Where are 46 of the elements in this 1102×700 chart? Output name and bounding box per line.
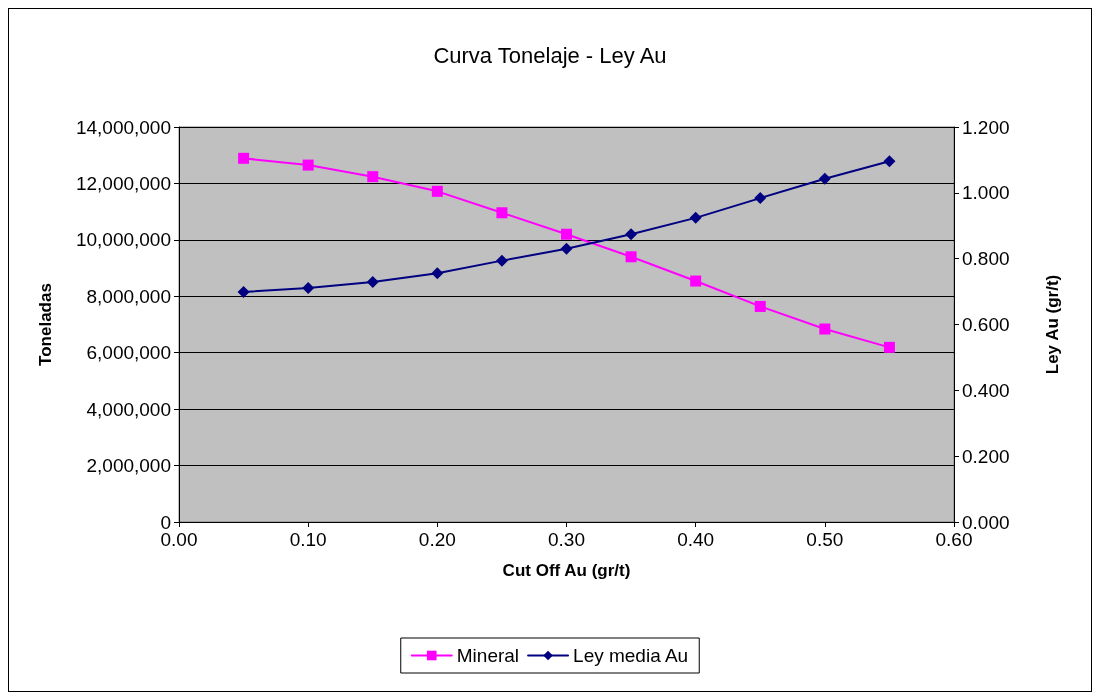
- point: [819, 323, 831, 335]
- point: [431, 267, 444, 280]
- y2-tick-label: 1.200: [962, 116, 1010, 138]
- y-tick-label: 6,000,000: [86, 342, 171, 364]
- point: [366, 276, 379, 289]
- legend-label: Ley media Au: [573, 645, 689, 666]
- point: [883, 341, 895, 353]
- y-tick-label: 12,000,000: [75, 172, 171, 194]
- x-tick-label: 0.10: [289, 529, 327, 550]
- point: [690, 275, 702, 287]
- y2-tick-label: 0.400: [962, 379, 1010, 401]
- y2-tick-label: 0.600: [962, 314, 1010, 335]
- x-tick-label: 0.20: [418, 529, 456, 550]
- point: [754, 300, 766, 312]
- x-tick-label: 0.40: [677, 529, 715, 550]
- point: [560, 242, 573, 255]
- point: [238, 152, 250, 164]
- point: [689, 211, 702, 224]
- point: [495, 254, 508, 267]
- y-tick-label: 8,000,000: [86, 285, 171, 307]
- point: [818, 172, 831, 185]
- point: [302, 159, 314, 171]
- point: [237, 285, 250, 298]
- point: [431, 185, 443, 197]
- point: [754, 192, 767, 205]
- y-tick-label: 14,000,000: [75, 116, 171, 138]
- point: [367, 171, 379, 183]
- point: [561, 228, 572, 240]
- point: [883, 155, 896, 168]
- x-axis-title: Cut Off Au (gr/t): [502, 561, 631, 580]
- y2-tick-label: 1.000: [962, 182, 1010, 204]
- x-tick-label: 0.50: [806, 529, 844, 550]
- point: [302, 281, 315, 294]
- y2-tick-label: 0.200: [962, 445, 1010, 467]
- y-tick-label: 4,000,000: [86, 398, 171, 420]
- point: [496, 207, 508, 219]
- y-axis-title: Toneladas: [36, 283, 55, 366]
- y2-axis-title: Ley Au (gr/t): [1043, 274, 1062, 375]
- y2-tick-label: 0.800: [962, 248, 1010, 270]
- y-tick-label: 2,000,000: [86, 455, 171, 477]
- legend-label: Mineral: [456, 645, 520, 666]
- point: [625, 228, 638, 241]
- x-tick-label: 0.30: [548, 529, 585, 550]
- y-tick-label: 10,000,000: [75, 229, 171, 251]
- point: [625, 251, 637, 263]
- chart-title: Curva Tonelaje - Ley Au: [433, 42, 667, 68]
